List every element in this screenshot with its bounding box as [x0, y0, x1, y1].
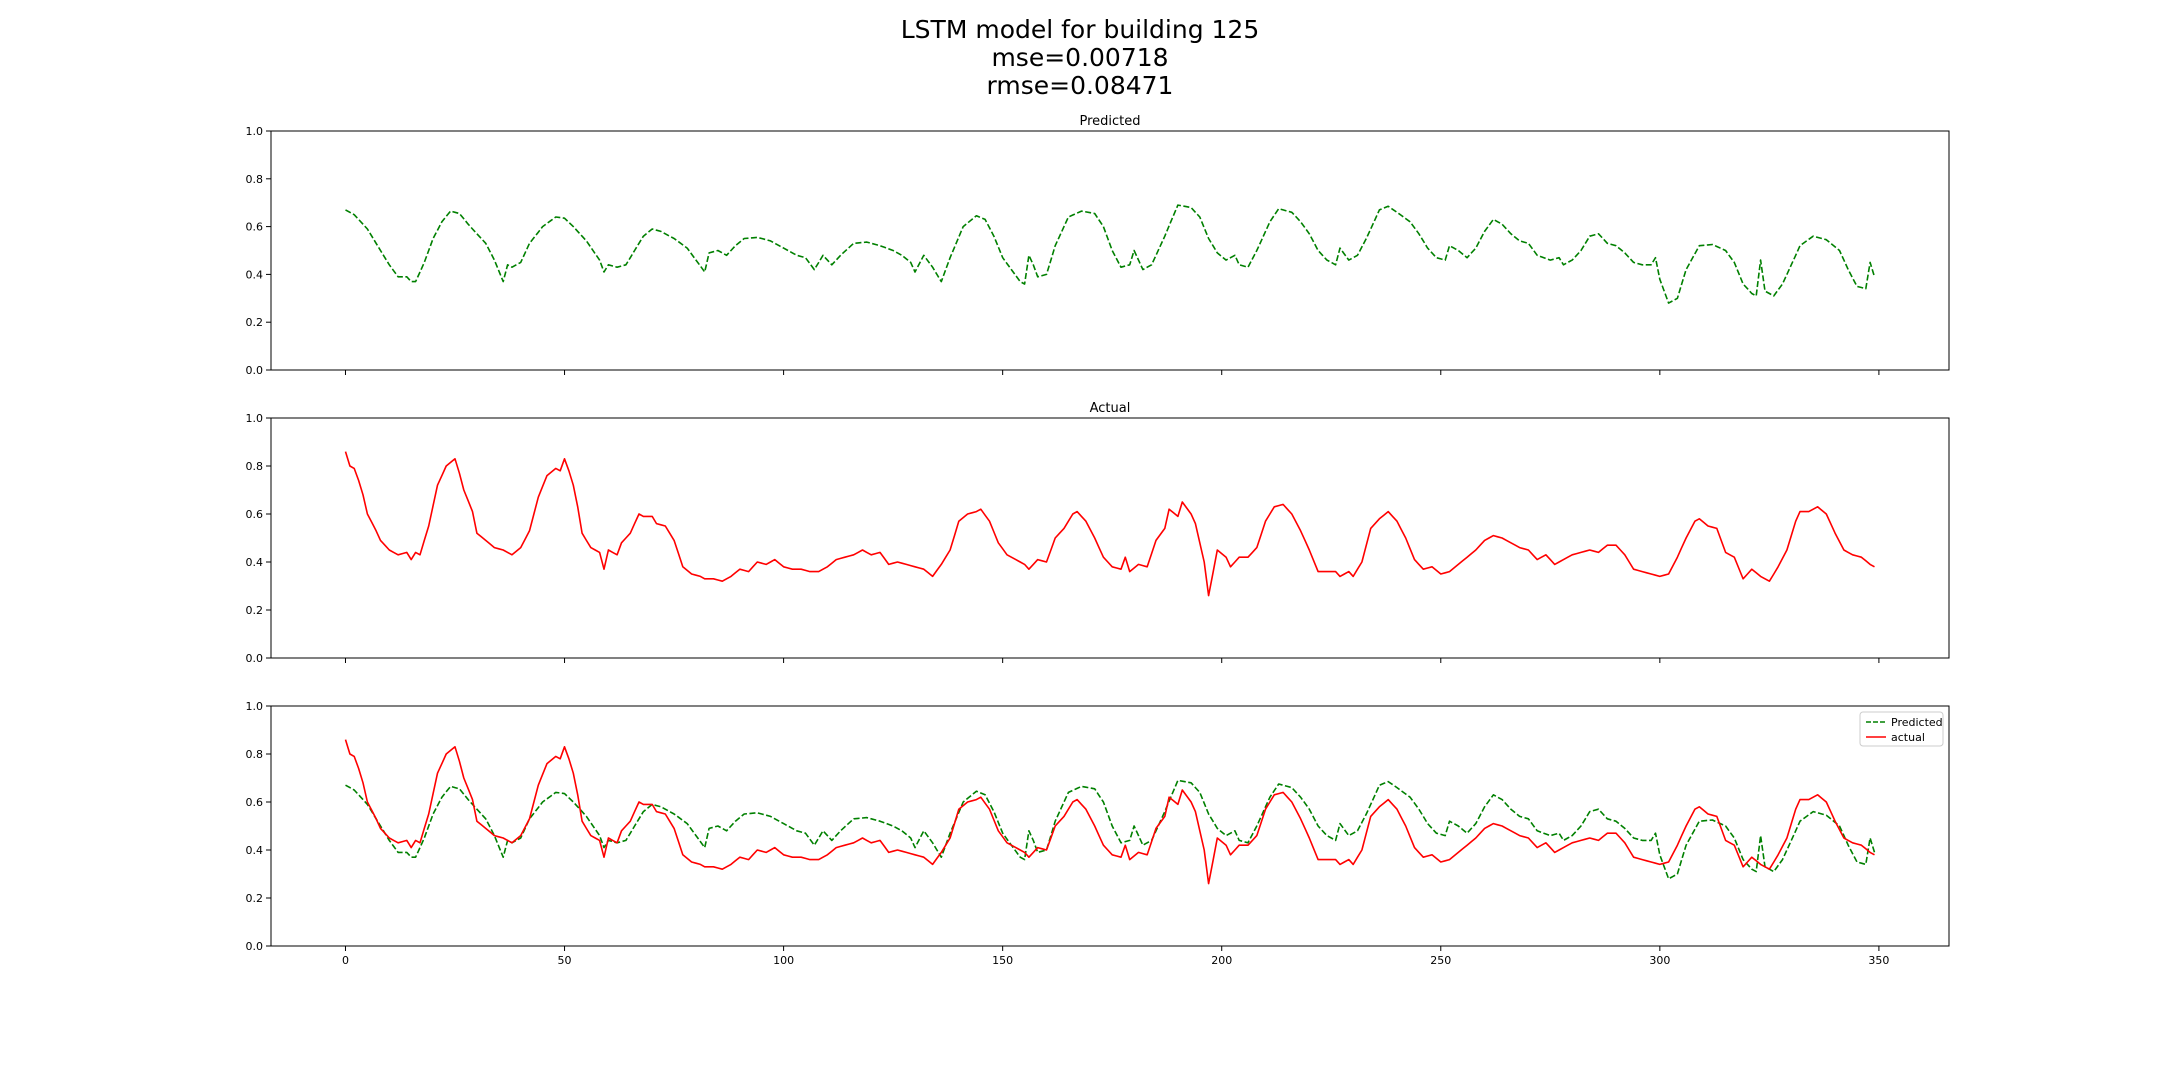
- x-tick-label: 250: [1430, 954, 1451, 967]
- figure-title-line-2: mse=0.00718: [991, 43, 1169, 72]
- y-tick-label: 0.0: [246, 652, 264, 665]
- panel-title: Predicted: [1079, 114, 1140, 129]
- y-tick-label: 0.2: [246, 892, 264, 905]
- figure-title: LSTM model for building 125 mse=0.00718 …: [0, 16, 2160, 100]
- series-line-actual: [344, 451, 1875, 597]
- series-line-actual: [344, 739, 1875, 885]
- axes-frame: [270, 417, 1950, 659]
- x-tick-label: 350: [1868, 954, 1889, 967]
- x-tick-label: 50: [558, 954, 572, 967]
- series-line-predicted: [345, 779, 1876, 880]
- y-tick-label: 0.6: [246, 221, 264, 234]
- y-tick-label: 1.0: [246, 700, 264, 713]
- y-tick-label: 0.2: [246, 604, 264, 617]
- x-tick-label: 150: [992, 954, 1013, 967]
- chart-panel-1: Predicted 0.0 0.2 0.4 0.6 0.8 1.0: [246, 114, 1950, 377]
- axes-frame: [270, 130, 1950, 371]
- y-tick-label: 0.8: [246, 460, 264, 473]
- x-tick-label: 300: [1649, 954, 1670, 967]
- figure-title-line-3: rmse=0.08471: [986, 71, 1174, 100]
- y-tick-label: 0.4: [246, 844, 264, 857]
- axes-frame: [270, 705, 1950, 947]
- x-tick-label: 200: [1211, 954, 1232, 967]
- y-tick-label: 0.0: [246, 364, 264, 377]
- x-tick-label: 0: [342, 954, 349, 967]
- y-tick-label: 0.4: [246, 268, 264, 281]
- y-tick-label: 0.8: [246, 748, 264, 761]
- figure-title-line-1: LSTM model for building 125: [900, 15, 1260, 44]
- panel-title: Actual: [1090, 401, 1131, 416]
- y-tick-label: 0.0: [246, 940, 264, 953]
- y-tick-label: 1.0: [246, 412, 264, 425]
- chart-panel-2: Actual 0.0 0.2 0.4 0.6 0.8 1.0: [246, 401, 1950, 665]
- y-tick-label: 0.6: [246, 508, 264, 521]
- x-tick-label: 100: [773, 954, 794, 967]
- y-tick-label: 0.2: [246, 316, 264, 329]
- series-line-predicted: [345, 204, 1876, 304]
- y-tick-label: 0.4: [246, 556, 264, 569]
- y-tick-label: 0.6: [246, 796, 264, 809]
- y-tick-label: 1.0: [246, 125, 264, 138]
- legend-label-predicted: Predicted: [1891, 716, 1943, 729]
- legend: Predicted actual: [1859, 711, 1944, 747]
- y-tick-label: 0.8: [246, 173, 264, 186]
- chart-panel-3: 0.0 0.2 0.4 0.6 0.8 1.0 0 50 100 150 200 250 300 350 P…: [246, 700, 1950, 967]
- legend-label-actual: actual: [1891, 731, 1925, 744]
